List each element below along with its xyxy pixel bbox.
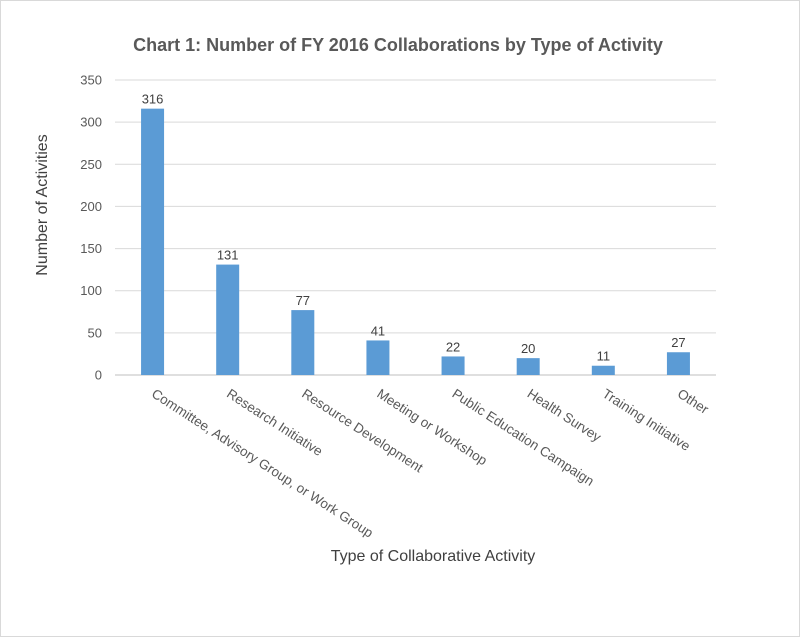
y-axis-title: Number of Activities: [34, 134, 51, 275]
bar: [666, 352, 690, 375]
bar: [216, 264, 240, 375]
gridlines: [115, 79, 716, 376]
bar: [141, 108, 165, 376]
bars: [141, 108, 690, 376]
y-tick-label: 0: [95, 368, 102, 383]
y-tick-labels: 0 50 100 150 200 250 300 350: [80, 73, 102, 383]
y-tick-label: 50: [88, 325, 102, 340]
x-axis-title: Type of Collaborative Activity: [331, 548, 536, 565]
category-label: Public Education Campaign: [449, 386, 596, 489]
data-label: 20: [521, 341, 535, 356]
bar: [516, 358, 540, 375]
bar: [591, 365, 615, 375]
data-label: 41: [371, 323, 385, 338]
y-tick-label: 300: [80, 115, 102, 130]
data-label: 77: [296, 293, 310, 308]
data-labels: 316 131 77 41 22 20 11 27: [142, 92, 686, 364]
category-label: Resource Development: [299, 386, 426, 476]
data-label: 316: [142, 92, 164, 107]
y-tick-label: 350: [80, 73, 102, 88]
y-tick-label: 250: [80, 157, 102, 172]
category-labels: Committee, Advisory Group, or Work Group…: [149, 386, 712, 541]
y-tick-label: 100: [80, 283, 102, 298]
data-label: 11: [597, 349, 611, 364]
y-tick-label: 200: [80, 199, 102, 214]
bar: [366, 340, 390, 375]
y-tick-label: 150: [80, 241, 102, 256]
data-label: 22: [446, 339, 460, 354]
chart-title: Chart 1: Number of FY 2016 Collaboration…: [133, 35, 663, 55]
bar: [291, 310, 315, 375]
data-label: 131: [217, 248, 239, 263]
data-label: 27: [671, 335, 685, 350]
category-label: Other: [675, 386, 712, 417]
bar: [441, 356, 465, 375]
